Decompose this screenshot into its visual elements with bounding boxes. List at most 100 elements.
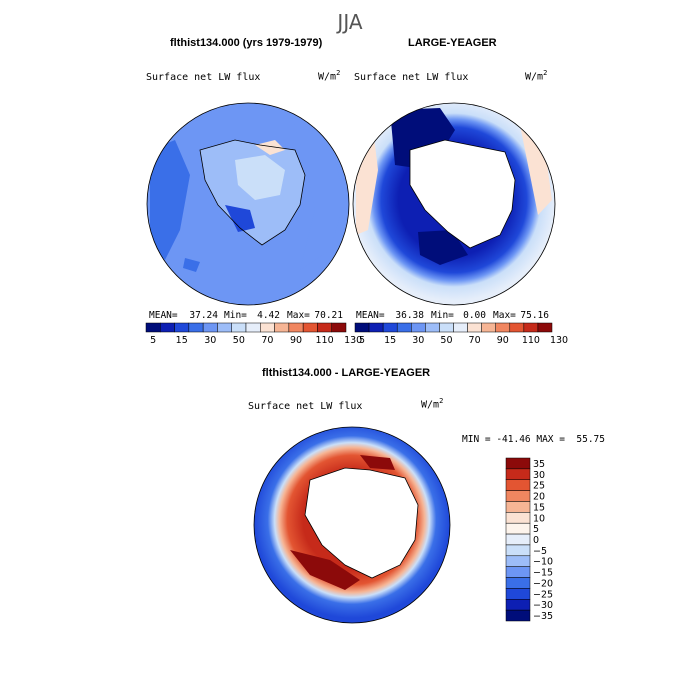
right-max-value: 75.16: [520, 310, 549, 321]
left-colorbar-swatch: [302, 322, 318, 333]
left-mean-value: 37.24: [189, 310, 218, 321]
right-panel-title: LARGE-YEAGER: [408, 37, 497, 49]
difference-colorbar-tick-label: 30: [533, 470, 545, 481]
left-colorbar-tick-label: 15: [176, 335, 188, 346]
right-variable-label: Surface net LW flux: [354, 72, 469, 83]
left-colorbar-swatch: [260, 322, 275, 333]
difference-colorbar-tick-label: −30: [533, 600, 553, 611]
right-colorbar-swatch: [354, 322, 370, 333]
difference-polar-map: [253, 426, 451, 624]
right-min-label: Min=: [431, 310, 454, 321]
difference-colorbar-swatch: [505, 544, 531, 557]
right-mean-label: MEAN=: [356, 310, 385, 321]
difference-colorbar-swatch: [505, 501, 531, 513]
left-colorbar-swatch: [217, 322, 232, 333]
difference-units-label: W/m2: [421, 397, 444, 411]
difference-colorbar-swatch: [505, 577, 531, 589]
left-colorbar-swatch: [331, 322, 347, 333]
left-map-plateau: [235, 155, 285, 200]
difference-colorbar-tick-label: −5: [533, 546, 547, 557]
left-colorbar-tick-label: 50: [233, 335, 245, 346]
right-colorbar-swatch: [368, 322, 384, 333]
right-map-deep-blue: [418, 230, 468, 265]
left-colorbar-swatch: [202, 322, 218, 333]
left-min-label: Min=: [224, 310, 247, 321]
difference-colorbar-tick-label: −15: [533, 568, 553, 579]
right-colorbar-tick-label: 15: [384, 335, 396, 346]
left-min-value: 4.42: [257, 310, 280, 321]
difference-colorbar-swatch: [505, 566, 531, 578]
right-polar-map: [352, 102, 556, 306]
right-colorbar-swatch: [509, 322, 525, 333]
difference-colorbar-swatch: [505, 599, 531, 611]
left-colorbar-tick-label: 110: [316, 335, 334, 346]
right-min-value: 0.00: [463, 310, 486, 321]
difference-colorbar-tick-label: −25: [533, 589, 553, 600]
right-max-label: Max=: [493, 310, 516, 321]
left-map-coastline: [199, 139, 306, 246]
left-max-label: Max=: [287, 310, 310, 321]
left-colorbar-tick-label: 130: [344, 335, 362, 346]
difference-colorbar-tick-label: 25: [533, 481, 545, 492]
difference-colorbar-swatch: [505, 468, 531, 480]
right-map-antarctica: [409, 139, 516, 249]
difference-map-peak: [290, 550, 360, 590]
difference-colorbar-swatch: [505, 479, 531, 491]
right-colorbar-tick-label: 130: [550, 335, 568, 346]
difference-colorbar-tick-label: 10: [533, 513, 545, 524]
right-units-label: W/m2: [525, 69, 548, 83]
difference-colorbar-tick-label: −35: [533, 611, 553, 622]
left-colorbar-swatch: [245, 322, 261, 333]
difference-map-border: [253, 426, 451, 624]
right-colorbar-tick-label: 5: [359, 335, 365, 346]
right-map-border: [352, 102, 556, 306]
difference-colorbar-tick-label: 0: [533, 535, 539, 546]
left-colorbar-swatch: [274, 322, 290, 333]
difference-colorbar-tick-label: −10: [533, 557, 553, 568]
difference-colorbar-tick-label: −20: [533, 578, 553, 589]
right-colorbar-swatch: [453, 322, 468, 333]
right-colorbar-tick-label: 110: [522, 335, 540, 346]
left-colorbar-swatch: [188, 322, 204, 333]
right-colorbar-swatch: [382, 322, 398, 333]
right-colorbar-swatch: [439, 322, 454, 333]
difference-colorbar-swatch: [505, 588, 531, 600]
difference-colorbar-swatch: [505, 522, 531, 535]
left-map-patch: [225, 205, 255, 232]
right-colorbar-swatch: [495, 322, 511, 333]
difference-colorbar-swatch: [505, 533, 531, 546]
left-mean-label: MEAN=: [149, 310, 178, 321]
right-colorbar-swatch: [523, 322, 539, 333]
difference-colorbar-swatch: [505, 457, 531, 470]
left-colorbar-swatch: [174, 322, 190, 333]
difference-colorbar-swatch: [505, 609, 531, 622]
left-variable-label: Surface net LW flux: [146, 72, 261, 83]
left-units-label: W/m2: [318, 69, 341, 83]
difference-colorbar-tick-label: 35: [533, 459, 545, 470]
left-map-patch: [150, 140, 190, 260]
left-map-warm-patch: [255, 140, 285, 155]
difference-colorbar-swatch: [505, 512, 531, 524]
difference-colorbar-swatch: [505, 490, 531, 502]
right-colorbar-swatch: [481, 322, 496, 333]
right-colorbar-tick-label: 50: [440, 335, 452, 346]
right-colorbar-tick-label: 70: [469, 335, 481, 346]
difference-minmax-label: MIN = -41.46 MAX = 55.75: [462, 434, 605, 445]
right-colorbar: 5 15 30 50 70 90 110 130: [354, 322, 568, 346]
left-colorbar-tick-label: 5: [150, 335, 156, 346]
difference-variable-label: Surface net LW flux: [248, 401, 363, 412]
right-mean-value: 36.38: [395, 310, 424, 321]
left-colorbar-swatch: [288, 322, 304, 333]
season-title: JJA: [337, 10, 363, 34]
left-colorbar-swatch: [160, 322, 175, 333]
right-colorbar-swatch: [396, 322, 412, 333]
left-colorbar-swatch: [145, 322, 161, 333]
left-colorbar-swatch: [231, 322, 247, 333]
right-colorbar-swatch: [425, 322, 440, 333]
left-colorbar-tick-label: 70: [261, 335, 273, 346]
right-colorbar-tick-label: 90: [497, 335, 509, 346]
left-polar-map: [146, 102, 350, 306]
left-panel-title: flthist134.000 (yrs 1979-1979): [170, 37, 323, 49]
difference-panel-title: flthist134.000 - LARGE-YEAGER: [262, 367, 431, 379]
